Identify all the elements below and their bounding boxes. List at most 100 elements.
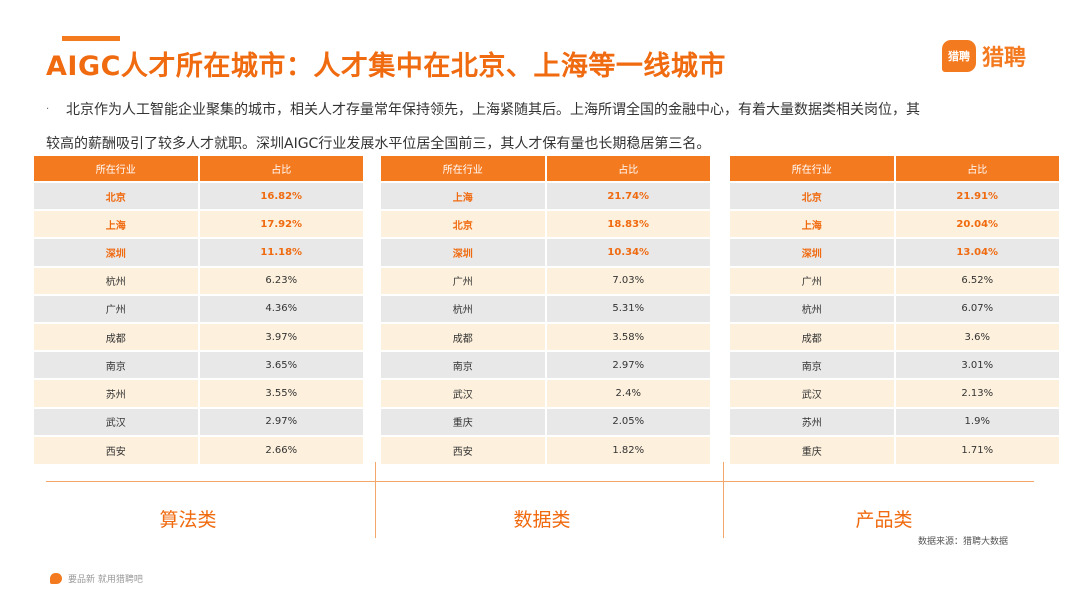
share-cell: 7.03% (544, 265, 710, 295)
city-table-product: 所在行业 占比 北京 21.91% 上海 20.04% 深圳 13.04% 广州 6.52% 杭… (730, 156, 1059, 464)
share-cell: 2.97% (544, 350, 710, 380)
table-body: 上海 21.74% 北京 18.83% 深圳 10.34% 广州 7.03% 杭州 5.31% 成都… (381, 180, 710, 464)
share-cell: 6.07% (893, 293, 1059, 323)
table-header-row: 所在行业 占比 (730, 156, 1059, 182)
share-cell: 10.34% (544, 237, 710, 267)
city-cell: 北京 (381, 209, 546, 239)
table-row: 北京 21.91% (730, 180, 1059, 211)
city-cell: 西安 (381, 434, 546, 464)
liepin-logo: 猎聘 猎聘 (942, 40, 1026, 72)
header-share: 占比 (544, 156, 710, 182)
description-line-1: 北京作为人工智能企业聚集的城市，相关人才存量常年保持领先，上海紧随其后。上海所谓… (66, 102, 920, 118)
table-panel-data: 所在行业 占比 上海 21.74% 北京 18.83% 深圳 10.34% 广州 7.03% 杭… (381, 156, 710, 464)
category-label-data: 数据类 (513, 509, 571, 531)
vertical-divider-2 (723, 462, 724, 538)
header-city: 所在行业 (730, 156, 895, 182)
table-row: 苏州 1.9% (730, 406, 1059, 436)
share-cell: 5.31% (544, 293, 710, 323)
city-cell: 深圳 (34, 237, 199, 267)
city-cell: 南京 (730, 350, 895, 380)
table-row: 深圳 13.04% (730, 237, 1059, 267)
share-cell: 20.04% (893, 209, 1059, 239)
city-cell: 上海 (381, 180, 546, 211)
city-cell: 武汉 (34, 406, 199, 436)
share-cell: 2.05% (544, 406, 710, 436)
table-row: 成都 3.6% (730, 321, 1059, 352)
city-cell: 武汉 (381, 378, 546, 408)
share-cell: 3.55% (197, 378, 363, 408)
city-cell: 西安 (34, 434, 199, 464)
city-cell: 广州 (730, 265, 895, 295)
table-row: 深圳 10.34% (381, 237, 710, 267)
table-row: 北京 18.83% (381, 209, 710, 239)
share-cell: 2.97% (197, 406, 363, 436)
table-row: 武汉 2.97% (34, 406, 363, 436)
table-row: 重庆 1.71% (730, 434, 1059, 464)
city-cell: 成都 (381, 321, 546, 352)
table-panel-product: 所在行业 占比 北京 21.91% 上海 20.04% 深圳 13.04% 广州 6.52% 杭… (730, 156, 1059, 464)
table-row: 成都 3.58% (381, 321, 710, 352)
city-cell: 广州 (34, 293, 199, 323)
share-cell: 21.91% (893, 180, 1059, 211)
vertical-divider-1 (375, 462, 376, 538)
logo-badge-icon: 猎聘 (942, 40, 976, 72)
share-cell: 4.36% (197, 293, 363, 323)
share-cell: 1.9% (893, 406, 1059, 436)
header-share: 占比 (197, 156, 363, 182)
table-row: 上海 21.74% (381, 180, 710, 211)
share-cell: 3.58% (544, 321, 710, 352)
city-cell: 上海 (730, 209, 895, 239)
table-row: 广州 4.36% (34, 293, 363, 323)
city-cell: 武汉 (730, 378, 895, 408)
table-header-row: 所在行业 占比 (34, 156, 363, 182)
share-cell: 21.74% (544, 180, 710, 211)
share-cell: 3.6% (893, 321, 1059, 352)
table-row: 西安 2.66% (34, 434, 363, 464)
city-cell: 苏州 (34, 378, 199, 408)
share-cell: 3.01% (893, 350, 1059, 380)
table-row: 深圳 11.18% (34, 237, 363, 267)
city-cell: 成都 (34, 321, 199, 352)
city-cell: 深圳 (381, 237, 546, 267)
city-cell: 重庆 (730, 434, 895, 464)
share-cell: 17.92% (197, 209, 363, 239)
table-row: 上海 20.04% (730, 209, 1059, 239)
header-city: 所在行业 (381, 156, 546, 182)
table-row: 武汉 2.4% (381, 378, 710, 408)
footer: 要品新 就用猎聘吧 (50, 572, 143, 585)
table-body: 北京 21.91% 上海 20.04% 深圳 13.04% 广州 6.52% 杭州 6.07% 成都… (730, 180, 1059, 464)
city-cell: 深圳 (730, 237, 895, 267)
city-cell: 上海 (34, 209, 199, 239)
table-row: 苏州 3.55% (34, 378, 363, 408)
table-row: 杭州 6.07% (730, 293, 1059, 323)
header-share: 占比 (893, 156, 1059, 182)
footer-slogan: 要品新 就用猎聘吧 (68, 575, 143, 585)
share-cell: 13.04% (893, 237, 1059, 267)
city-cell: 成都 (730, 321, 895, 352)
table-row: 杭州 6.23% (34, 265, 363, 295)
share-cell: 2.4% (544, 378, 710, 408)
share-cell: 6.52% (893, 265, 1059, 295)
city-cell: 北京 (34, 180, 199, 211)
table-body: 北京 16.82% 上海 17.92% 深圳 11.18% 杭州 6.23% 广州 4.36% 成都… (34, 180, 363, 464)
city-cell: 重庆 (381, 406, 546, 436)
city-cell: 北京 (730, 180, 895, 211)
title-accent-bar (62, 36, 120, 41)
table-row: 南京 3.65% (34, 350, 363, 380)
table-row: 上海 17.92% (34, 209, 363, 239)
table-row: 成都 3.97% (34, 321, 363, 352)
city-cell: 杭州 (730, 293, 895, 323)
city-cell: 苏州 (730, 406, 895, 436)
description-line-2: 较高的薪酬吸引了较多人才就职。深圳AIGC行业发展水平位居全国前三，其人才保有量… (46, 136, 711, 152)
data-source-note: 数据来源：猎聘大数据 (918, 537, 1009, 547)
table-row: 南京 2.97% (381, 350, 710, 380)
header-city: 所在行业 (34, 156, 199, 182)
share-cell: 3.97% (197, 321, 363, 352)
share-cell: 2.66% (197, 434, 363, 464)
table-row: 杭州 5.31% (381, 293, 710, 323)
city-cell: 杭州 (34, 265, 199, 295)
share-cell: 1.71% (893, 434, 1059, 464)
share-cell: 3.65% (197, 350, 363, 380)
city-table-algorithm: 所在行业 占比 北京 16.82% 上海 17.92% 深圳 11.18% 杭州 6.23% 广… (34, 156, 363, 464)
share-cell: 2.13% (893, 378, 1059, 408)
